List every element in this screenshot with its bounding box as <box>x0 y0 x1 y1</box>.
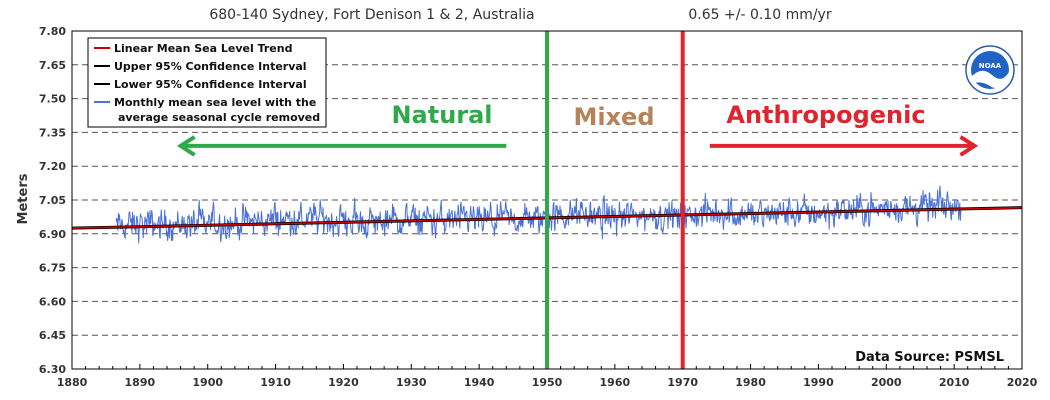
y-tick-label: 6.75 <box>39 262 66 275</box>
y-tick-label: 6.90 <box>39 228 66 241</box>
y-tick-label: 7.20 <box>39 160 66 173</box>
monthly-sea-level-line <box>115 185 962 244</box>
x-tick-label: 1890 <box>125 376 156 389</box>
era-arrow-head <box>176 135 196 157</box>
y-tick-label: 7.35 <box>39 126 66 139</box>
x-tick-label: 1910 <box>260 376 291 389</box>
station-title: 680-140 Sydney, Fort Denison 1 & 2, Aust… <box>209 7 534 23</box>
x-tick-label: 1880 <box>57 376 88 389</box>
y-axis-label: Meters <box>16 173 31 224</box>
legend-item-monthly: Monthly mean sea level with the <box>114 96 316 109</box>
noaa-logo-text: NOAA <box>979 62 1002 70</box>
x-tick-label: 1930 <box>396 376 427 389</box>
era-arrow-head <box>959 135 979 157</box>
legend-item-monthly-line2: average seasonal cycle removed <box>118 111 320 124</box>
era-label-natural: Natural <box>391 101 492 129</box>
x-tick-label: 1940 <box>464 376 495 389</box>
x-tick-label: 2000 <box>871 376 902 389</box>
legend-item-trend: Linear Mean Sea Level Trend <box>114 42 292 55</box>
x-tick-label: 1980 <box>735 376 766 389</box>
x-tick-label: 1960 <box>600 376 631 389</box>
data-source-label: Data Source: PSMSL <box>855 350 1004 365</box>
plot-frame <box>71 30 1023 370</box>
y-tick-label: 7.65 <box>39 59 66 72</box>
x-tick-label: 1990 <box>803 376 834 389</box>
y-tick-label: 7.05 <box>39 194 66 207</box>
era-arrows <box>176 135 979 157</box>
x-tick-labels: 1880 1890 1900 1910 1920 1930 1940 1950 1960 1970… <box>57 376 1038 389</box>
legend: Linear Mean Sea Level Trend Upper 95% Co… <box>87 37 327 128</box>
era-label-mixed: Mixed <box>573 103 654 131</box>
legend-box <box>87 37 327 128</box>
y-tick-labels: 6.30 6.45 6.60 6.75 6.90 7.05 7.20 7.35 7.50 7.65… <box>39 25 66 376</box>
y-tick-label: 6.45 <box>39 329 66 342</box>
x-tick-label: 2010 <box>939 376 970 389</box>
y-tick-label: 6.60 <box>39 295 66 308</box>
gull-icon <box>972 70 1009 88</box>
y-tick-label: 7.80 <box>39 25 66 38</box>
monthly-series <box>115 185 962 244</box>
x-tick-label: 2020 <box>1007 376 1038 389</box>
era-markers <box>545 31 685 369</box>
legend-item-lower: Lower 95% Confidence Interval <box>114 78 307 91</box>
era-label-anthropogenic: Anthropogenic <box>726 101 925 129</box>
x-tick-label: 1900 <box>192 376 223 389</box>
noaa-logo: NOAA <box>965 45 1015 95</box>
x-tick-label: 1970 <box>667 376 698 389</box>
y-tick-label: 6.30 <box>39 363 66 376</box>
x-tick-label: 1950 <box>532 376 563 389</box>
x-tick-label: 1920 <box>328 376 359 389</box>
legend-item-upper: Upper 95% Confidence Interval <box>114 60 307 73</box>
y-tick-label: 7.50 <box>39 93 66 106</box>
trend-rate: 0.65 +/- 0.10 mm/yr <box>688 7 831 23</box>
